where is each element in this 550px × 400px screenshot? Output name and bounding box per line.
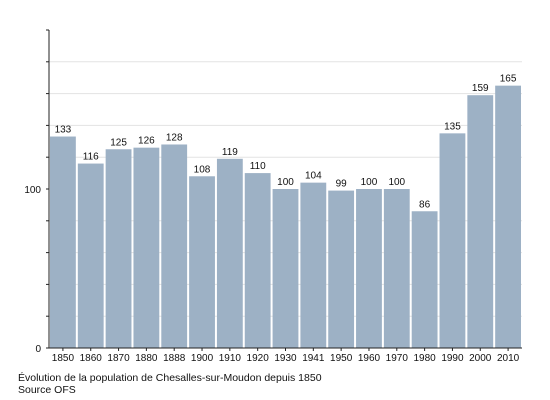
bar (133, 147, 160, 348)
bar (50, 136, 76, 348)
value-label: 100 (388, 177, 405, 188)
source-caption: Source OFS (18, 384, 76, 396)
x-tick-label: 1970 (386, 353, 409, 364)
y-tick-label: 100 (24, 185, 41, 196)
bar (161, 144, 188, 348)
value-labels: 133 116 125 126 128 108 119 110 100 104 99 100 100 86… (55, 74, 517, 211)
x-tick-label: 1880 (135, 353, 158, 364)
bar (439, 133, 466, 348)
x-tick-label: 2000 (469, 353, 492, 364)
value-label: 116 (83, 152, 99, 163)
value-label: 128 (166, 132, 183, 143)
value-label: 110 (250, 161, 266, 172)
value-label: 126 (138, 136, 155, 147)
value-label: 159 (472, 83, 489, 94)
bars (50, 85, 521, 349)
bar-chart: 133 116 125 126 128 108 119 110 100 104 99 100 100 86… (24, 29, 522, 364)
bar (411, 211, 438, 348)
value-label: 104 (305, 171, 322, 182)
value-label: 133 (55, 125, 72, 136)
bar (300, 182, 327, 348)
bar (105, 149, 132, 348)
value-label: 108 (194, 164, 211, 175)
x-tick-label: 1910 (219, 353, 242, 364)
bar (328, 190, 355, 348)
bar (244, 173, 271, 348)
x-tick-label: 1960 (358, 353, 381, 364)
x-tick-label: 1870 (107, 353, 130, 364)
value-label: 100 (361, 177, 378, 188)
chart-caption: Évolution de la population de Chesalles-… (18, 372, 322, 384)
y-tick-label: 0 (35, 344, 41, 355)
x-tick-label: 1850 (52, 353, 75, 364)
x-tick-label: 2010 (497, 353, 520, 364)
bar (216, 158, 243, 348)
bar (272, 189, 299, 348)
value-label: 100 (277, 177, 294, 188)
bar (467, 95, 494, 348)
x-tick-label: 1990 (441, 353, 464, 364)
bar (383, 189, 410, 348)
value-label: 119 (222, 147, 238, 158)
x-tick-label: 1900 (191, 353, 214, 364)
value-label: 86 (419, 199, 431, 210)
x-tick-label: 1980 (413, 353, 436, 364)
bar (356, 189, 382, 348)
x-tick-labels: 1850 1860 1870 1880 1888 1900 1910 1920 1930 1941… (52, 348, 520, 364)
bar (495, 85, 521, 349)
value-label: 125 (110, 137, 127, 148)
x-tick-label: 1888 (163, 353, 186, 364)
bar (77, 163, 104, 348)
x-tick-label: 1930 (274, 353, 297, 364)
x-tick-label: 1950 (330, 353, 353, 364)
x-tick-label: 1920 (247, 353, 270, 364)
x-tick-label: 1941 (302, 353, 325, 364)
bar (189, 176, 215, 348)
x-tick-label: 1860 (80, 353, 103, 364)
value-label: 135 (444, 121, 461, 132)
value-label: 165 (500, 74, 517, 85)
y-tick-labels: 0 100 (24, 29, 49, 355)
value-label: 99 (336, 179, 348, 190)
